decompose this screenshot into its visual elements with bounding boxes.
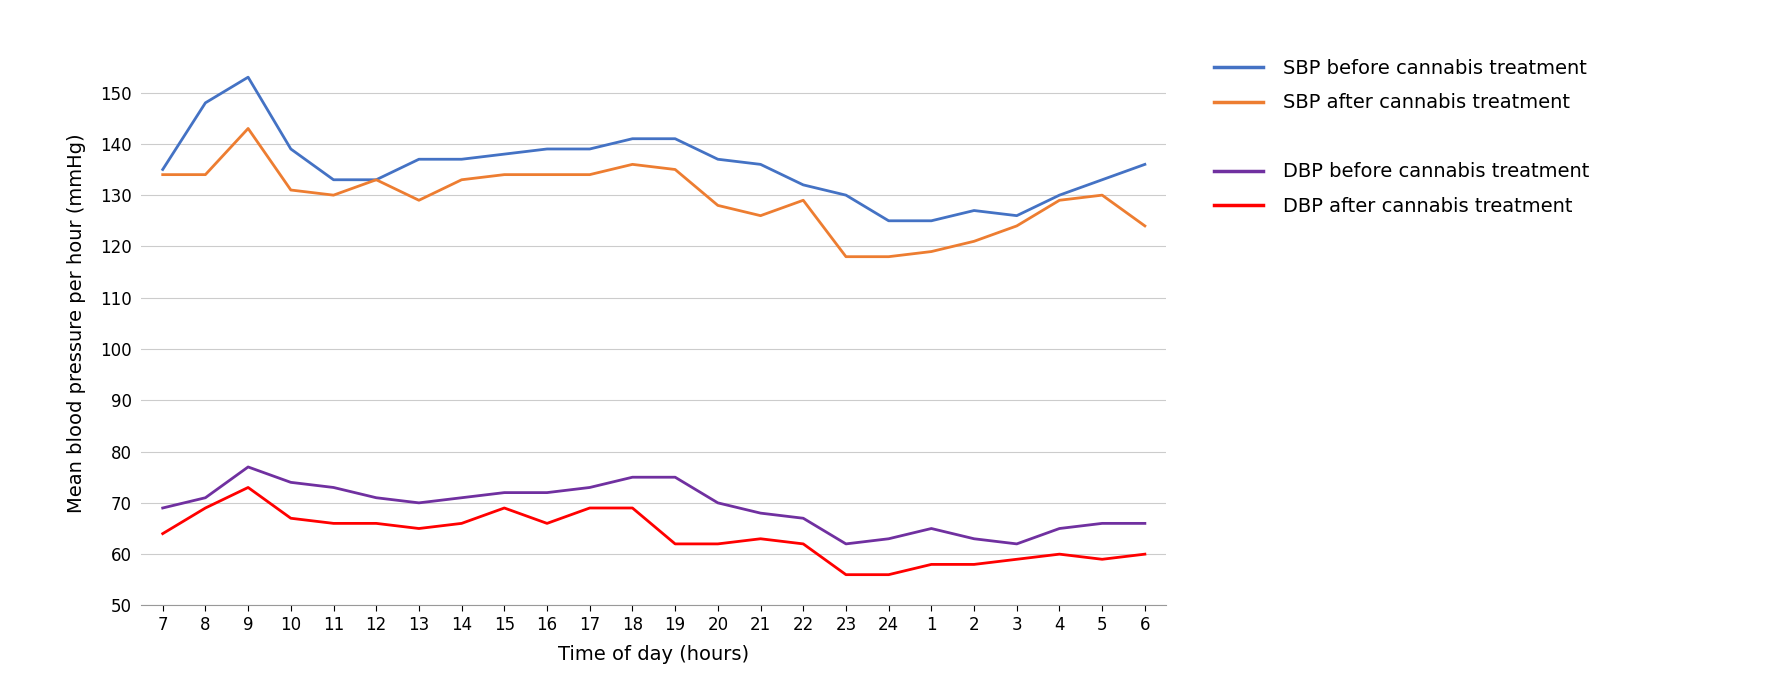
- Y-axis label: Mean blood pressure per hour (mmHg): Mean blood pressure per hour (mmHg): [67, 133, 87, 513]
- Legend: SBP before cannabis treatment, SBP after cannabis treatment,  , DBP before canna: SBP before cannabis treatment, SBP after…: [1207, 51, 1597, 224]
- X-axis label: Time of day (hours): Time of day (hours): [558, 645, 749, 664]
